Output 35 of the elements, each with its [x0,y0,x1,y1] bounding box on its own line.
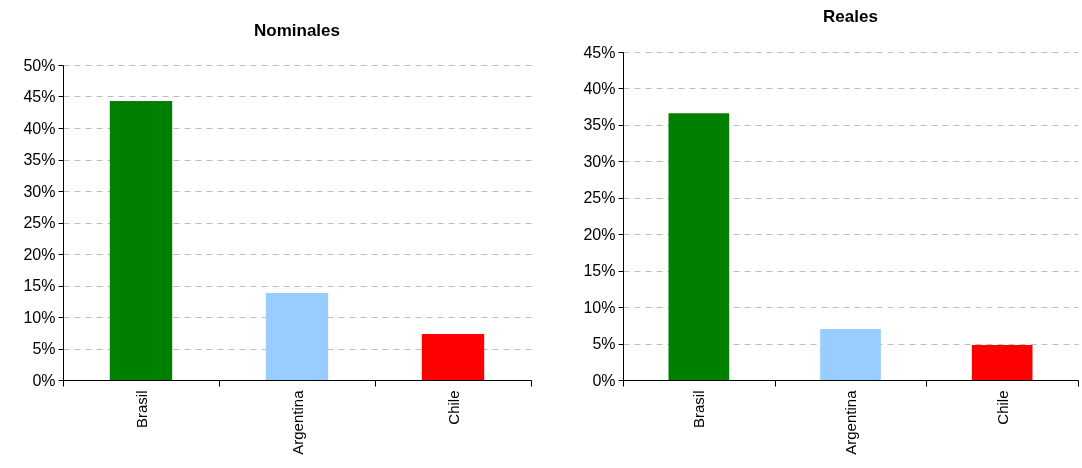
bar [109,100,173,380]
y-tick-label: 50% [23,56,56,74]
y-tick-label: 5% [32,340,56,357]
bar [971,345,1033,380]
bar [421,334,485,380]
y-tick-label: 0% [32,371,56,389]
y-tick-label: 5% [592,335,616,353]
y-tick-label: 15% [583,262,616,280]
y-tick-label: 35% [23,151,56,168]
bar [668,113,730,380]
x-tick-label: Brasil [690,390,708,429]
x-tick-label: Argentina [288,389,306,455]
y-tick-label: 25% [583,189,616,207]
y-tick-label: 30% [583,152,616,170]
x-tick-label: Argentina [842,389,859,455]
y-tick-label: 25% [23,214,56,231]
bar [265,293,329,380]
x-tick-label: Chile [444,390,462,425]
y-tick-label: 20% [23,245,56,263]
x-tick-label: Brasil [132,390,150,429]
y-tick-label: 10% [23,308,56,326]
chart-title: Nominales [254,21,340,40]
y-tick-label: 15% [23,277,56,294]
y-tick-label: 30% [23,182,56,200]
y-tick-label: 45% [23,88,56,105]
y-tick-label: 45% [583,43,616,61]
y-tick-label: 0% [592,371,616,389]
y-tick-label: 10% [583,298,616,316]
y-tick-label: 35% [583,116,616,134]
x-tick-label: Chile [993,390,1011,425]
y-tick-label: 40% [23,119,56,137]
y-tick-label: 20% [583,225,616,243]
bar [820,328,881,380]
chart-title: Reales [823,7,878,26]
y-tick-label: 40% [583,79,616,97]
